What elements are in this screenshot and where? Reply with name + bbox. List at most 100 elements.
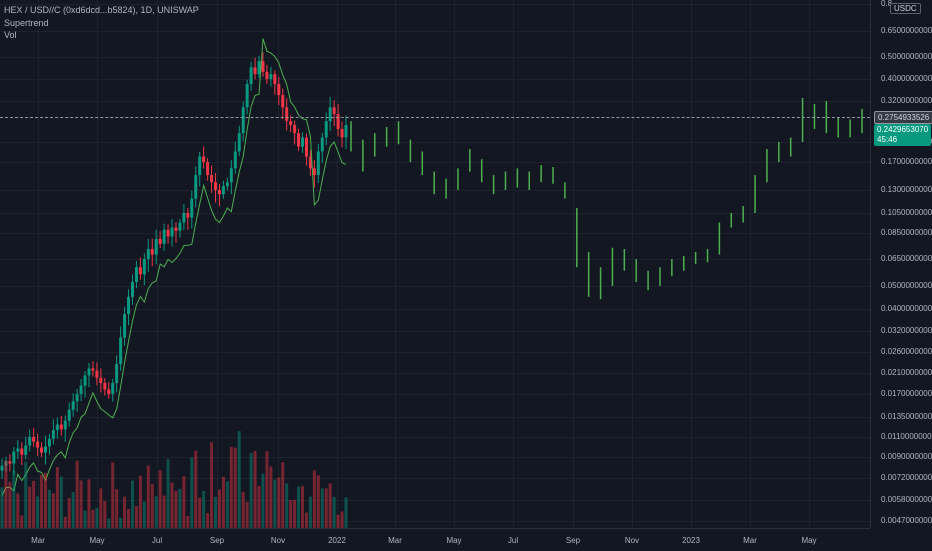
candle-body bbox=[261, 61, 265, 72]
candle-body bbox=[95, 370, 99, 378]
volume-bar bbox=[75, 460, 79, 528]
volume-bar bbox=[332, 496, 336, 528]
volume-bar bbox=[297, 486, 301, 528]
price-tick-label: 0.0210000000 bbox=[881, 368, 932, 377]
time-axis[interactable]: Mar May Jul Sep Nov 2022 Mar May Jul Sep Nov 2023 Ma… bbox=[0, 528, 870, 551]
candle-body bbox=[36, 441, 40, 448]
candle-body bbox=[40, 447, 44, 453]
candle-body bbox=[257, 61, 261, 75]
time-tick-label: Mar bbox=[31, 536, 45, 545]
volume-bar bbox=[301, 485, 305, 528]
candle-body bbox=[249, 67, 253, 85]
volume-bar bbox=[198, 497, 202, 528]
volume-bar bbox=[87, 479, 91, 528]
candle-body bbox=[273, 74, 277, 85]
candle-body bbox=[99, 377, 103, 383]
volume-bar bbox=[162, 495, 166, 528]
chart-area[interactable] bbox=[0, 0, 870, 528]
volume-bar bbox=[150, 484, 154, 528]
volume-bar bbox=[111, 462, 115, 528]
candle-body bbox=[115, 364, 119, 383]
candle-body bbox=[83, 375, 87, 386]
volume-bar bbox=[285, 483, 289, 528]
volume-bar bbox=[281, 462, 285, 528]
candle-body bbox=[308, 156, 312, 169]
candle-body bbox=[221, 186, 225, 195]
candle-body bbox=[170, 227, 174, 237]
candle-body bbox=[55, 424, 59, 431]
volume-bar bbox=[158, 470, 162, 528]
volume-bar bbox=[340, 511, 344, 528]
candle-body bbox=[202, 156, 206, 162]
candle-body bbox=[75, 394, 79, 402]
volume-bar bbox=[229, 446, 233, 528]
chart-legend[interactable]: HEX / USD//C (0xd6dcd...b5824), 1D, UNIS… bbox=[4, 4, 199, 42]
candle-body bbox=[20, 448, 24, 455]
candle-body bbox=[28, 437, 32, 446]
chart-canvas[interactable] bbox=[0, 0, 870, 528]
volume-bar bbox=[24, 461, 28, 528]
volume-bar bbox=[217, 489, 221, 528]
candle-body bbox=[67, 409, 71, 421]
candle-body bbox=[107, 389, 111, 394]
candle-body bbox=[32, 437, 36, 442]
candle-body bbox=[214, 182, 218, 190]
price-tick-label: 0.0850000000 bbox=[881, 228, 932, 237]
currency-badge[interactable]: USDC bbox=[890, 3, 921, 14]
price-tick-label: 0.4000000000 bbox=[881, 74, 932, 83]
volume-bar bbox=[20, 515, 24, 528]
supertrend-indicator-label[interactable]: Supertrend bbox=[4, 17, 49, 28]
volume-indicator-label[interactable]: Vol bbox=[4, 30, 17, 40]
volume-bar bbox=[47, 489, 51, 528]
supertrend-line bbox=[1, 38, 347, 496]
candle-body bbox=[142, 259, 146, 275]
time-tick-label: Nov bbox=[270, 536, 286, 545]
candle-body bbox=[241, 107, 245, 134]
candle-body bbox=[59, 424, 63, 430]
candle-body bbox=[123, 314, 127, 338]
volume-bar bbox=[277, 477, 281, 528]
price-tick-label: 0.0400000000 bbox=[881, 304, 932, 313]
candle-body bbox=[103, 382, 107, 390]
volume-bar bbox=[12, 470, 16, 528]
volume-bar bbox=[43, 473, 47, 528]
volume-bar bbox=[312, 470, 316, 528]
candle-body bbox=[91, 368, 95, 371]
volume-bar bbox=[4, 460, 8, 528]
candle-body bbox=[324, 121, 328, 138]
volume-bar bbox=[138, 475, 142, 528]
volume-bar bbox=[221, 476, 225, 528]
volume-bar bbox=[127, 508, 131, 528]
price-tick-label: 0.6500000000 bbox=[881, 26, 932, 35]
volume-bar bbox=[95, 507, 99, 528]
volume-bar bbox=[293, 499, 297, 528]
price-tick-label: 0.1050000000 bbox=[881, 208, 932, 217]
time-tick-label: 2022 bbox=[328, 536, 346, 545]
candle-body bbox=[206, 162, 210, 176]
volume-bar bbox=[308, 496, 312, 528]
candle-body bbox=[47, 438, 51, 447]
candle-body bbox=[225, 182, 229, 187]
candle-body bbox=[127, 296, 131, 315]
last-price-value: 0.2429653070 bbox=[877, 125, 929, 134]
candle-body bbox=[304, 137, 308, 157]
volume-bar bbox=[83, 510, 87, 528]
candle-body bbox=[4, 461, 8, 466]
candle-body bbox=[281, 95, 285, 108]
price-axis[interactable]: 0.8 0.6500000000 0.5000000000 0.4000000000 0… bbox=[870, 0, 932, 528]
volume-bar bbox=[202, 491, 206, 528]
candle-body bbox=[63, 420, 67, 430]
candle-body bbox=[190, 198, 194, 218]
time-tick-label: Jul bbox=[151, 536, 163, 545]
volume-bar bbox=[8, 481, 12, 528]
volume-bar bbox=[67, 497, 71, 528]
candle-body bbox=[210, 175, 214, 183]
candle-body bbox=[332, 107, 336, 114]
last-price-badge: 0.2429653070 45:46 bbox=[874, 124, 932, 146]
candle-body bbox=[194, 175, 198, 199]
volume-bar bbox=[182, 476, 186, 528]
volume-bar bbox=[79, 480, 83, 528]
symbol-title[interactable]: HEX / USD//C (0xd6dcd...b5824), 1D, UNIS… bbox=[4, 5, 199, 15]
volume-bar bbox=[241, 491, 245, 528]
candle-body bbox=[87, 368, 91, 376]
